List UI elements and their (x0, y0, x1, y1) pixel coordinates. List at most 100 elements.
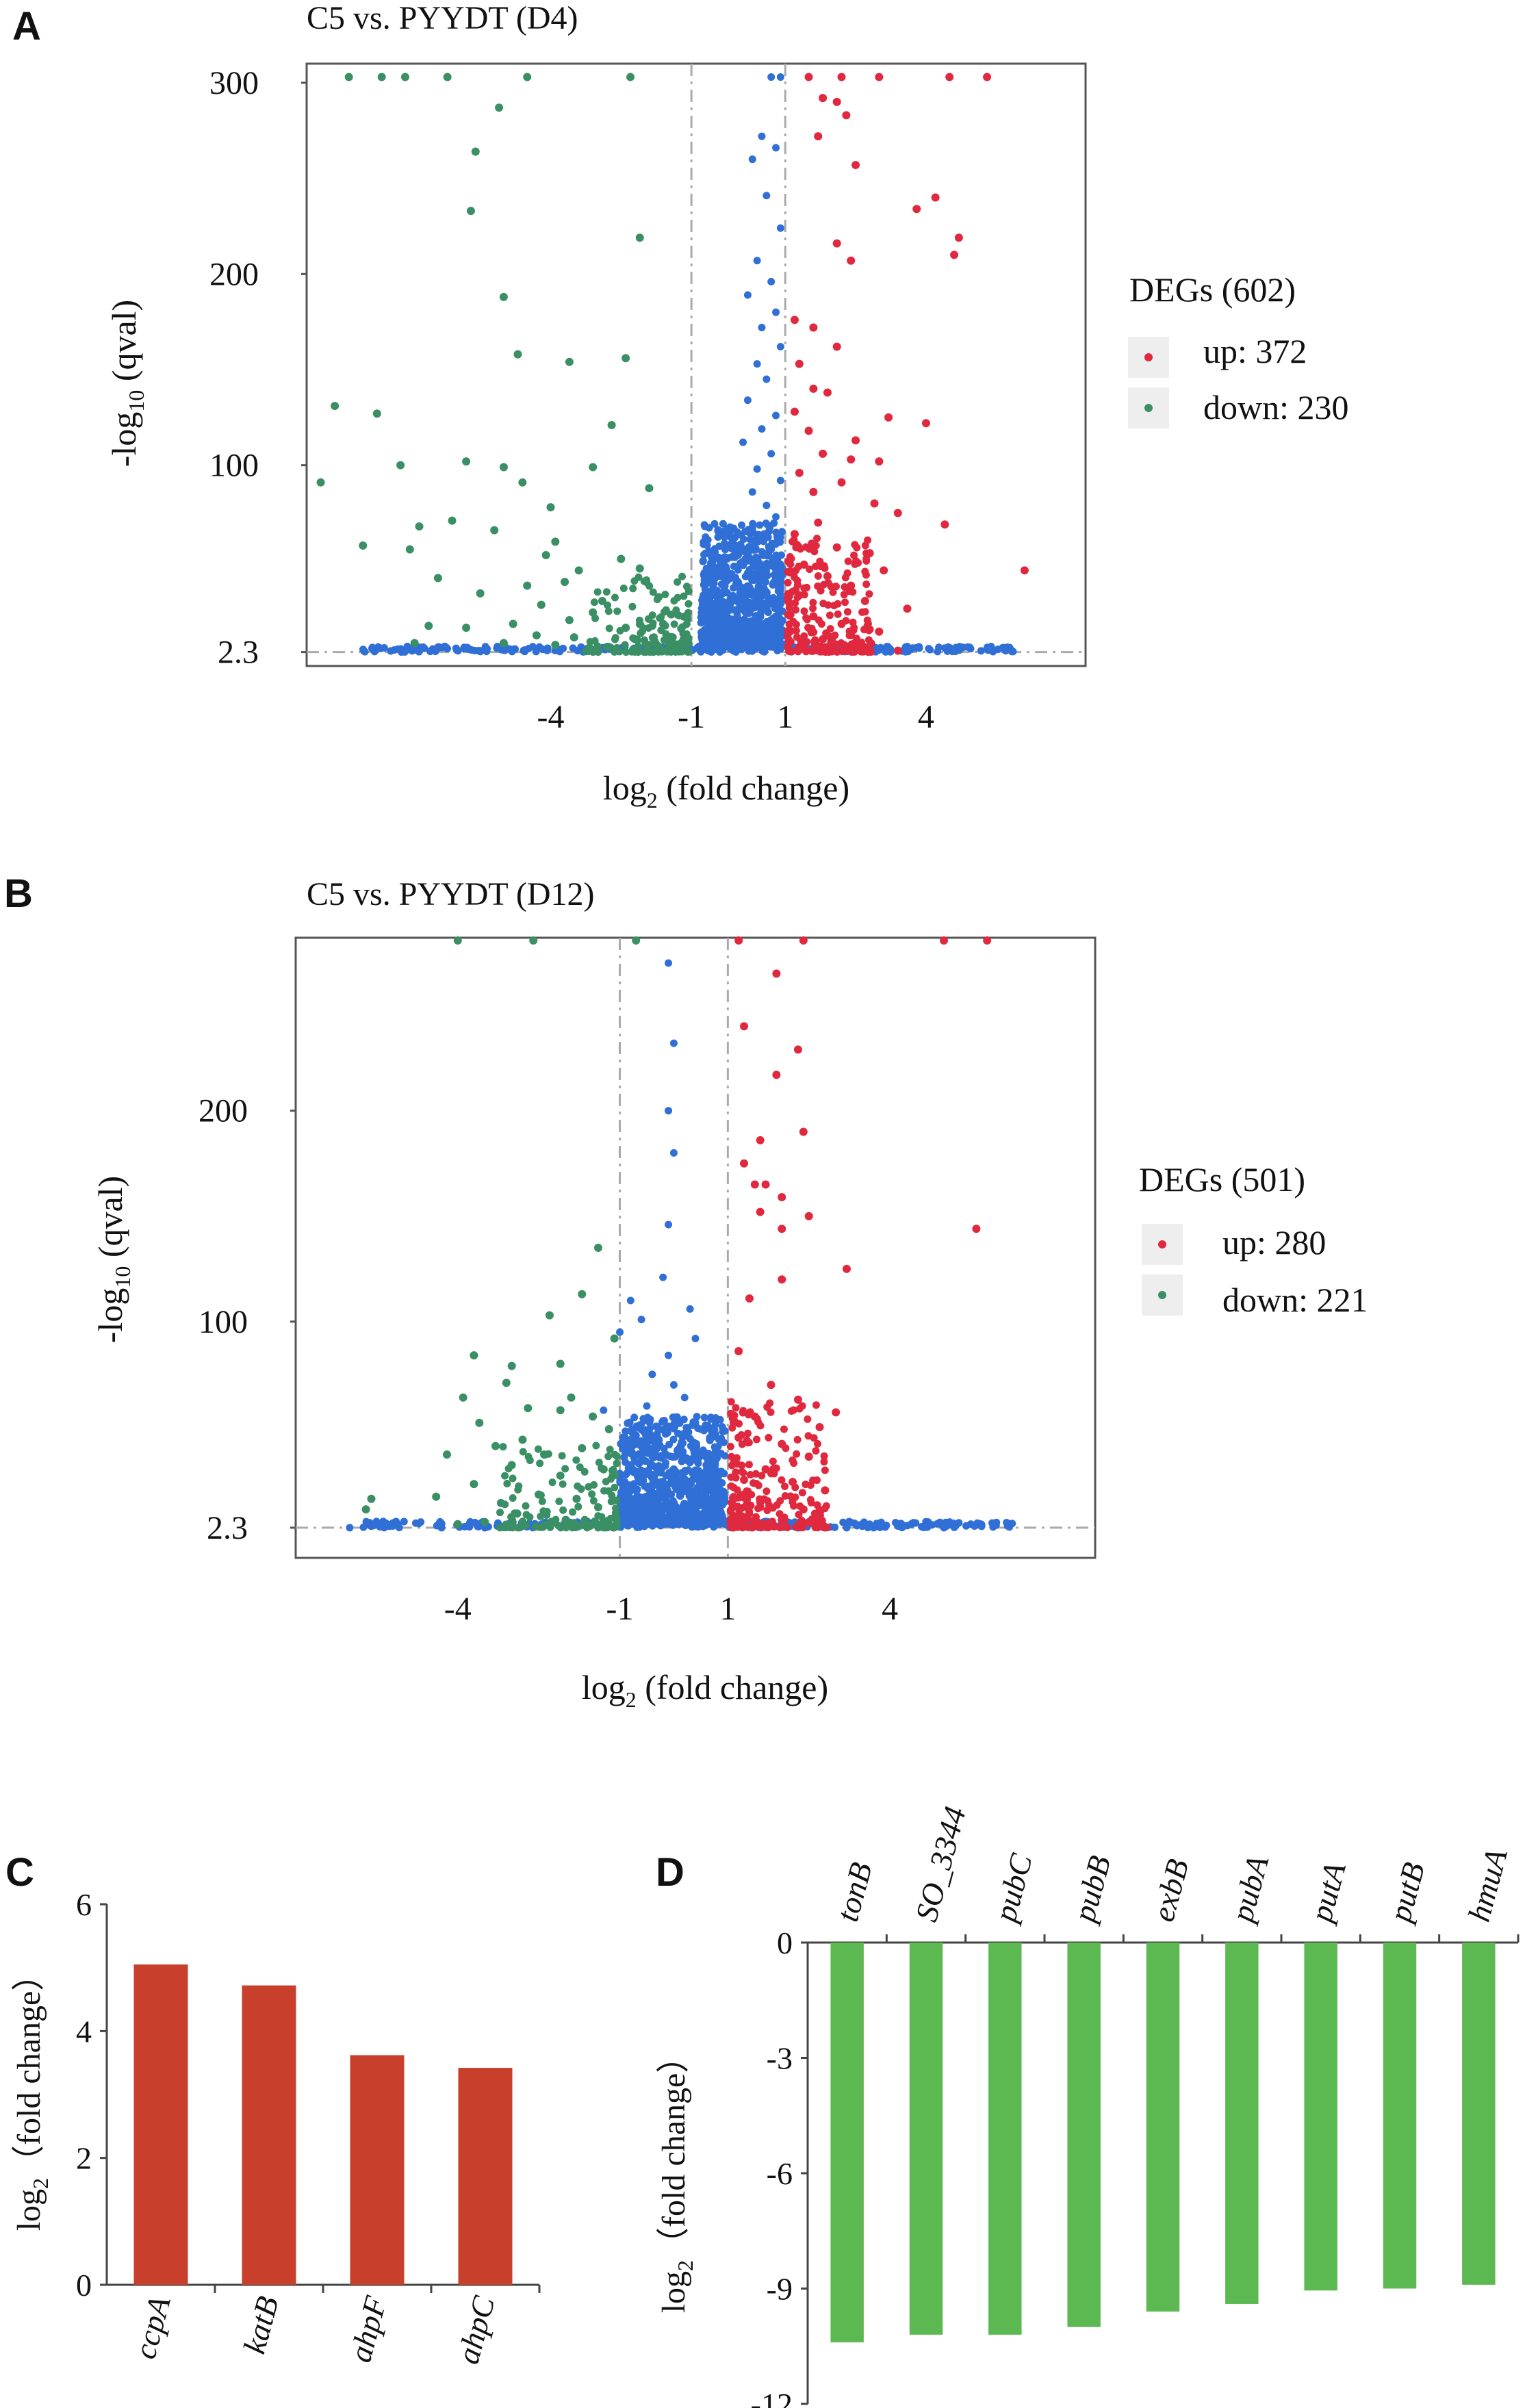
data-point-down (565, 615, 574, 624)
data-point-down (608, 1522, 617, 1530)
data-point-not-significant (543, 644, 552, 652)
data-point-not-significant (748, 591, 756, 600)
data-point-down (572, 1456, 580, 1464)
data-point-up (789, 617, 797, 626)
data-point-up (790, 530, 799, 539)
data-point-not-significant (984, 643, 992, 652)
data-point-not-significant (977, 1521, 986, 1529)
data-point-down (519, 1448, 527, 1456)
data-point-not-significant (776, 600, 784, 608)
data-point-up (735, 1506, 743, 1514)
panel-a-y-axis-label: -log10 (qval) (105, 300, 149, 467)
data-point-not-significant (935, 643, 943, 652)
panel-a-points (316, 73, 1029, 656)
y-tick-label: -9 (767, 2272, 793, 2307)
data-point-up (807, 1498, 815, 1507)
data-point-not-significant (749, 546, 758, 554)
data-point-up (811, 1524, 819, 1532)
data-point-down (470, 1351, 478, 1360)
data-point-not-significant (675, 1444, 683, 1452)
data-point-not-significant (653, 1422, 661, 1431)
data-point-up (820, 1458, 828, 1466)
data-point-up (750, 1522, 759, 1530)
data-point-not-significant (743, 591, 751, 600)
data-point-down (535, 1490, 543, 1499)
data-point-not-significant (748, 488, 756, 496)
panel-b-letter: B (4, 871, 33, 916)
data-point-up (786, 627, 795, 636)
data-point-up (803, 583, 811, 591)
panel-d-x-ticks: tonB SO_3344 pubC pubB exbB pubA putA putB hmuA (830, 1803, 1520, 1943)
data-point-not-significant (769, 580, 777, 589)
data-point-not-significant (679, 1472, 687, 1481)
data-point-up (814, 132, 823, 141)
data-point-up (728, 1500, 736, 1508)
data-point-down (415, 522, 424, 531)
data-point-up (747, 1491, 756, 1499)
data-point-up (865, 590, 873, 598)
data-point-up (752, 1470, 760, 1478)
data-point-down (433, 574, 442, 582)
data-point-not-significant (949, 648, 957, 656)
panel-a-x-ticks: -4 -1 1 4 (537, 699, 934, 735)
data-point-not-significant (648, 1522, 656, 1530)
data-point-up (819, 449, 828, 458)
data-point-up (844, 557, 852, 565)
data-point-down (591, 1518, 600, 1526)
data-point-not-significant (748, 155, 756, 164)
data-point-down (644, 615, 652, 623)
data-point-up (739, 1407, 747, 1415)
data-point-not-significant (756, 521, 764, 529)
data-point-down (490, 526, 499, 535)
data-point-up (738, 1468, 746, 1476)
data-point-down (499, 1443, 507, 1451)
panel-c-y-axis-label: log2（fold change） (11, 1958, 53, 2231)
data-point-not-significant (697, 604, 706, 613)
data-point-up (729, 1418, 737, 1426)
data-point-down (588, 1490, 596, 1498)
data-point-not-significant (1005, 1523, 1014, 1531)
bar-pubC (988, 1943, 1022, 2335)
data-point-up (983, 936, 992, 945)
x-tick-label: -4 (537, 699, 564, 735)
data-point-up (769, 1457, 777, 1465)
data-point-not-significant (743, 396, 752, 405)
data-point-not-significant (1008, 648, 1016, 656)
data-point-not-significant (721, 1452, 729, 1460)
data-point-not-significant (709, 569, 717, 578)
data-point-down (604, 1452, 613, 1461)
data-point-down (583, 1520, 592, 1528)
panel-a-legend: DEGs (602) up: 372 down: 230 (1128, 270, 1349, 428)
data-point-down (522, 1511, 530, 1519)
data-point-up (727, 1409, 735, 1418)
data-point-down (480, 1517, 489, 1526)
data-point-not-significant (630, 1480, 638, 1488)
data-point-up (815, 1517, 824, 1526)
data-point-up (781, 1483, 789, 1491)
data-point-down (372, 409, 381, 418)
data-point-up (827, 638, 835, 646)
data-point-not-significant (990, 1520, 998, 1528)
data-point-not-significant (625, 1494, 633, 1502)
data-point-down (541, 550, 550, 559)
data-point-down (612, 1504, 620, 1512)
data-point-not-significant (720, 553, 728, 561)
data-point-not-significant (669, 1381, 678, 1389)
data-point-not-significant (847, 1518, 855, 1526)
data-point-not-significant (864, 1524, 872, 1532)
panel-b-x-ticks: -4 -1 1 4 (444, 1591, 898, 1627)
data-point-up (799, 1127, 808, 1136)
data-point-down (522, 1521, 530, 1529)
data-point-not-significant (955, 646, 963, 654)
data-point-not-significant (639, 1449, 648, 1457)
data-point-down (613, 1452, 621, 1461)
data-point-down (569, 633, 578, 642)
data-point-up (912, 205, 921, 214)
data-point-down (598, 1513, 606, 1521)
data-point-not-significant (630, 1458, 639, 1466)
data-point-not-significant (772, 308, 780, 316)
data-point-down (611, 1509, 619, 1517)
data-point-up (749, 1479, 758, 1487)
data-point-down (621, 641, 629, 649)
data-point-up (792, 606, 800, 614)
